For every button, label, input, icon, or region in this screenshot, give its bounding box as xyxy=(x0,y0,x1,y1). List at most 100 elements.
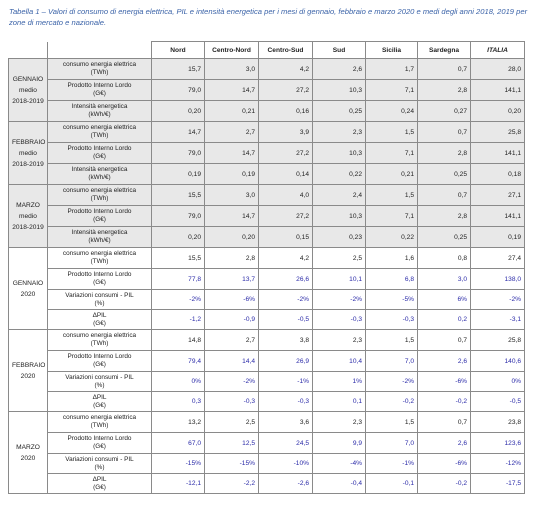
row-label-cell: Variazioni consumi - PIL (%) xyxy=(47,289,152,310)
row-label-cell: Prodotto Interno Lordo (G€) xyxy=(47,142,152,164)
row-label-line: ΔPIL xyxy=(92,393,107,401)
value-cell: -2% xyxy=(365,371,418,392)
row-label-line: Prodotto Interno Lordo xyxy=(67,208,132,215)
row-label-cell: Intensità energetica (kWh/€) xyxy=(47,163,152,185)
row-label-cell: Prodotto Interno Lordo (G€) xyxy=(47,268,152,290)
value-cell: 2,8 xyxy=(417,79,471,101)
value-cell: -6% xyxy=(417,453,471,474)
value-cell: 2,6 xyxy=(417,350,471,372)
value-cell: 15,7 xyxy=(151,58,205,80)
value-cell: 0,15 xyxy=(258,226,313,248)
row-label-line: Intensità energetica xyxy=(71,229,128,236)
value-cell: -12,1 xyxy=(151,473,205,494)
period-label-line: 2020 xyxy=(20,454,36,462)
value-cell: 1,5 xyxy=(365,121,418,143)
value-cell: 13,2 xyxy=(151,411,205,433)
value-cell: 2,7 xyxy=(204,329,259,351)
value-cell: -15% xyxy=(204,453,259,474)
value-cell: -1% xyxy=(365,453,418,474)
value-cell: 15,5 xyxy=(151,184,205,206)
value-cell: 141,1 xyxy=(470,205,525,227)
corner-cell-label xyxy=(47,41,152,59)
period-cell: GENNAIO 2020 xyxy=(8,247,48,330)
value-cell: -0,3 xyxy=(312,309,366,330)
value-cell: -17,5 xyxy=(470,473,525,494)
row-label-line: consumo energia elettrica xyxy=(62,332,137,339)
value-cell: -0,3 xyxy=(204,391,259,412)
value-cell: 27,1 xyxy=(470,184,525,206)
value-cell: 12,5 xyxy=(204,432,259,454)
row-label-line: (TWh) xyxy=(90,69,109,76)
value-cell: 4,2 xyxy=(258,58,313,80)
row-label-line: consumo energia elettrica xyxy=(62,414,137,421)
row-label-cell: Variazioni consumi - PIL (%) xyxy=(47,371,152,392)
value-cell: 10,3 xyxy=(312,142,366,164)
row-label-line: consumo energia elettrica xyxy=(62,250,137,257)
value-cell: 2,6 xyxy=(312,58,366,80)
value-cell: 2,8 xyxy=(204,247,259,269)
value-cell: -2,2 xyxy=(204,473,259,494)
value-cell: -0,9 xyxy=(204,309,259,330)
value-cell: 0,20 xyxy=(151,226,205,248)
period-label-line: FEBBRAIO xyxy=(12,138,46,146)
row-label-cell: Prodotto Interno Lordo (G€) xyxy=(47,350,152,372)
value-cell: 0,1 xyxy=(312,391,366,412)
value-cell: 0,7 xyxy=(417,329,471,351)
value-cell: -0,5 xyxy=(470,391,525,412)
value-cell: 25,8 xyxy=(470,329,525,351)
energy-table: Nord Centro-Nord Centro-Sud Sud Sicilia … xyxy=(8,41,525,494)
column-header: Sud xyxy=(312,41,366,59)
table-row: ΔPIL (G€) -1,2 -0,9 -0,5 -0,3 -0,3 0,2 -3,1 xyxy=(9,309,525,330)
value-cell: 9,9 xyxy=(312,432,366,454)
value-cell: 14,4 xyxy=(204,350,259,372)
value-cell: 4,2 xyxy=(258,247,313,269)
value-cell: 6,8 xyxy=(365,268,418,290)
table-row: Variazioni consumi - PIL (%) 0% -2% -1% 1% -2%… xyxy=(9,371,525,392)
column-header: Sardegna xyxy=(417,41,471,59)
value-cell: 0,19 xyxy=(470,226,525,248)
column-header: Centro-Sud xyxy=(258,41,313,59)
value-cell: 0,20 xyxy=(470,100,525,122)
row-label-line: (kWh/€) xyxy=(88,237,111,244)
period-label-line: 2018-2019 xyxy=(12,223,44,231)
row-label-line: Prodotto Interno Lordo xyxy=(67,435,132,442)
row-label-cell: consumo energia elettrica (TWh) xyxy=(47,58,152,80)
value-cell: -4% xyxy=(312,453,366,474)
period-label-line: FEBBRAIO xyxy=(12,361,46,369)
value-cell: 13,7 xyxy=(204,268,259,290)
value-cell: 27,2 xyxy=(258,205,313,227)
column-header: Sicilia xyxy=(365,41,418,59)
row-label-cell: Intensità energetica (kWh/€) xyxy=(47,226,152,248)
value-cell: 2,3 xyxy=(312,329,366,351)
row-label-line: (G€) xyxy=(93,361,106,368)
row-label-line: (TWh) xyxy=(90,258,109,265)
value-cell: 27,2 xyxy=(258,79,313,101)
row-label-line: (G€) xyxy=(93,153,106,160)
row-label-cell: consumo energia elettrica (TWh) xyxy=(47,121,152,143)
period-label-line: GENNAIO xyxy=(12,75,44,83)
value-cell: -6% xyxy=(204,289,259,310)
row-label-line: Prodotto Interno Lordo xyxy=(67,271,132,278)
period-cell: FEBBRAIO medio 2018-2019 xyxy=(8,121,48,185)
value-cell: 0,21 xyxy=(365,163,418,185)
value-cell: 2,7 xyxy=(204,121,259,143)
row-label-line: (G€) xyxy=(93,279,106,286)
row-label-line: Prodotto Interno Lordo xyxy=(67,353,132,360)
value-cell: 79,0 xyxy=(151,205,205,227)
value-cell: -0,5 xyxy=(258,309,313,330)
value-cell: 0,22 xyxy=(365,226,418,248)
table-row: Prodotto Interno Lordo (G€) 79,0 14,7 27,2 10… xyxy=(9,79,525,101)
table-row: Prodotto Interno Lordo (G€) 79,0 14,7 27,2 10… xyxy=(9,142,525,164)
period-label-line: 2020 xyxy=(20,372,36,380)
table-row: Prodotto Interno Lordo (G€) 77,8 13,7 26,6 10… xyxy=(9,268,525,290)
row-label-line: Variazioni consumi - PIL xyxy=(65,291,134,299)
row-label-cell: Prodotto Interno Lordo (G€) xyxy=(47,79,152,101)
row-label-line: ΔPIL xyxy=(92,311,107,319)
value-cell: 7,0 xyxy=(365,432,418,454)
row-label-line: (TWh) xyxy=(90,422,109,429)
value-cell: 0,24 xyxy=(365,100,418,122)
value-cell: -2% xyxy=(151,289,205,310)
period-cell: MARZO medio 2018-2019 xyxy=(8,184,48,248)
value-cell: 10,3 xyxy=(312,79,366,101)
period-label-line: 2018-2019 xyxy=(12,97,44,105)
